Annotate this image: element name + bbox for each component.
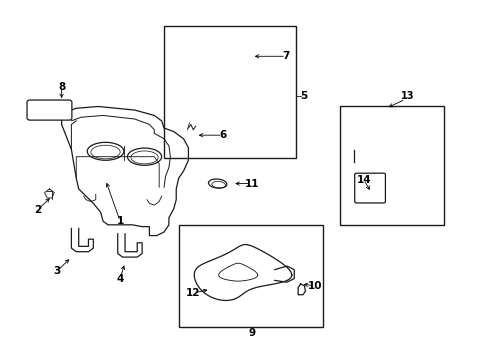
- Bar: [163, 26, 295, 158]
- Text: 6: 6: [219, 130, 226, 140]
- Bar: [339, 107, 444, 225]
- Text: 8: 8: [58, 82, 65, 92]
- Text: 2: 2: [34, 206, 41, 216]
- Text: 10: 10: [307, 281, 322, 291]
- Text: 7: 7: [282, 51, 289, 61]
- Text: 3: 3: [53, 266, 61, 276]
- Text: 9: 9: [248, 328, 255, 338]
- Text: 4: 4: [116, 274, 123, 284]
- Text: 1: 1: [116, 216, 123, 226]
- Bar: [178, 225, 322, 327]
- Text: 14: 14: [356, 175, 370, 185]
- Text: 11: 11: [244, 179, 259, 189]
- FancyBboxPatch shape: [354, 173, 385, 203]
- FancyBboxPatch shape: [27, 100, 72, 120]
- Text: 5: 5: [300, 91, 307, 101]
- Text: 13: 13: [400, 91, 414, 101]
- Text: 12: 12: [185, 288, 200, 298]
